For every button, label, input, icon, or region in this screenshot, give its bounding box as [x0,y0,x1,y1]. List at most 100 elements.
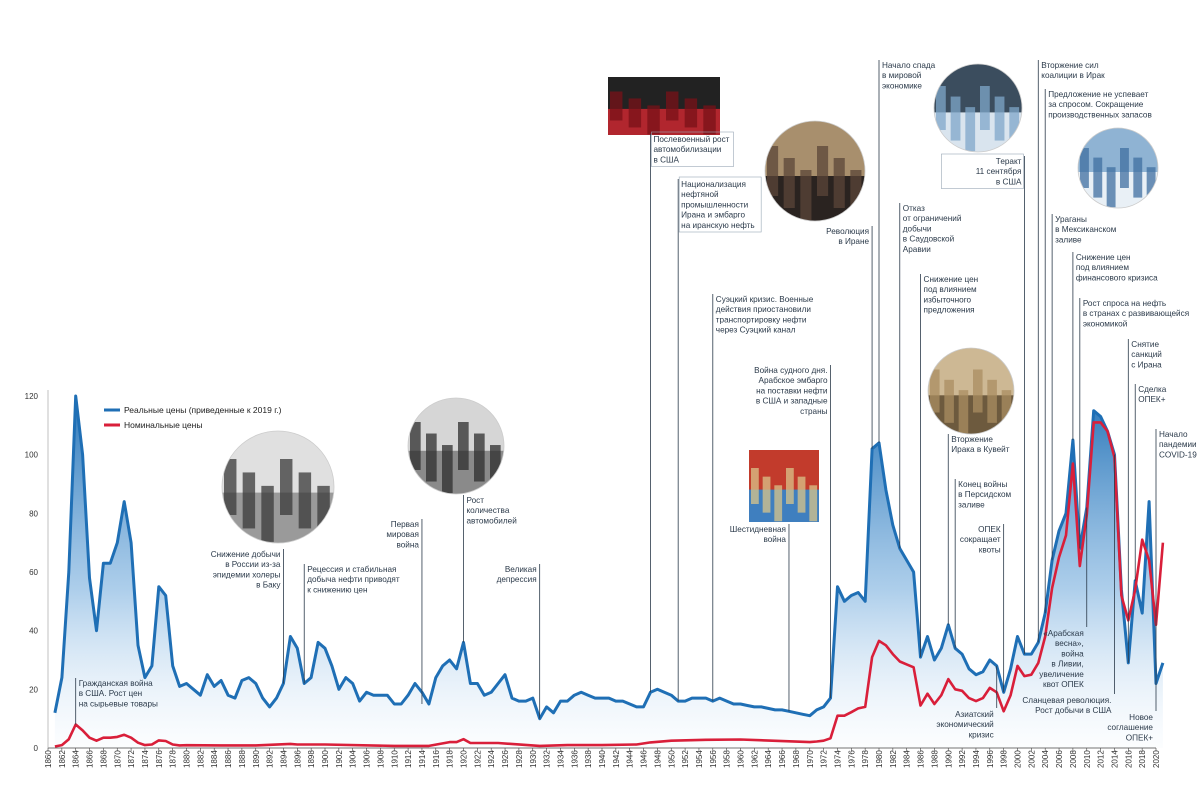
x-tick-label: 2010 [1083,750,1092,768]
annotation-text: Конец войны [958,480,1007,489]
photos-layer [221,63,1159,544]
annotation-text: Арабское эмбарго [759,376,828,385]
annotation-text: действия приостановили [716,305,811,314]
x-tick-label: 1994 [972,750,981,768]
annotation-text: Аравии [903,245,931,254]
hurricane-satellite-photo [1077,127,1159,209]
annotation-text: «Арабская [1043,629,1084,638]
gulf-war-tank-photo [927,347,1015,435]
annotation-text: 11 сентября [976,167,1022,176]
x-tick-label: 1968 [792,750,801,768]
x-tick-label: 1892 [266,750,275,768]
x-tick-label: 2004 [1041,750,1050,768]
x-tick-label: 1870 [113,750,122,768]
annotation-box [941,153,1024,189]
annotation-text: добыча нефти приводят [307,575,400,584]
x-tick-label: 1886 [224,750,233,768]
x-tick-label: 1926 [501,750,510,768]
real-price-line [53,394,1165,721]
annotation-text: в США. Рост цен [79,689,143,698]
annotation-text: Новое [1129,713,1153,722]
x-tick-label: 1884 [210,750,219,768]
annotation-text: Ирака в Кувейт [951,445,1009,454]
annotation-text: в Иране [838,237,869,246]
x-tick-label: 1952 [681,750,690,768]
x-tick-label: 1936 [570,750,579,768]
annotation-text: на поставки нефти [756,386,827,395]
annotation-text: война [764,535,787,544]
annotation-text: автомобилизации [653,145,721,154]
x-tick-label: 1940 [598,750,607,768]
x-tick-label: 1966 [778,750,787,768]
annotation-text: квот ОПЕК [1043,680,1084,689]
annotation-text: Вторжение сил [1041,61,1099,70]
annotation-text: производственных запасов [1048,110,1152,119]
annotation-text: Начало спада [882,61,936,70]
annotation-text: Ирана и эмбарго [681,211,745,220]
annotation-text: санкций [1131,350,1162,359]
x-tick-label: 1924 [487,750,496,768]
x-tick-label: 2012 [1097,750,1106,768]
annotation-text: Теракт [996,157,1022,166]
x-tick-label: 1974 [833,750,842,768]
x-tick-label: 1900 [321,750,330,768]
x-tick-label: 1992 [958,750,967,768]
annotation-text: Рецессия и стабильная [307,565,396,574]
annotation-text: Начало [1159,430,1188,439]
annotation-text: Первая [391,520,419,529]
x-tick-label: 1978 [861,750,870,768]
annotation-text: Суэцкий кризис. Военные [716,295,814,304]
annotation-box [651,131,734,167]
x-tick-label: 1868 [99,750,108,768]
annotation-text: на сырьевые товары [79,699,158,708]
x-tick-label: 1860 [44,750,53,768]
nominal-price-line [54,421,1165,748]
annotation-text: Рост [467,496,485,505]
annotation-text: квоты [979,545,1001,554]
annotation-text: заливе [1055,235,1082,244]
y-tick-label: 0 [34,744,39,753]
y-tick-label: 20 [29,685,38,694]
x-tick-label: 1896 [293,750,302,768]
annotation-text: увеличение [1039,670,1084,679]
annotation-text: через Суэцкий канал [716,326,796,335]
vintage-car-photo [608,77,720,135]
annotation-text: Отказ [903,204,925,213]
x-tick-label: 1906 [363,750,372,768]
x-tick-label: 1932 [543,750,552,768]
annotation-text: от ограничений [903,214,962,223]
y-tick-label: 60 [29,568,38,577]
x-tick-label: 1980 [875,750,884,768]
annotation-text: ОПЕК+ [1138,395,1165,404]
x-tick-label: 1914 [418,750,427,768]
annotation-text: война [396,540,419,549]
annotation-text: в Ливии, [1051,660,1083,669]
x-tick-label: 2014 [1110,750,1119,768]
x-tick-label: 1890 [252,750,261,768]
annotation-text: Послевоенный рост [653,135,729,144]
x-tick-label: 1912 [404,750,413,768]
x-tick-label: 1866 [86,750,95,768]
x-tick-label: 1964 [764,750,773,768]
x-tick-label: 1928 [515,750,524,768]
x-tick-label: 1930 [529,750,538,768]
annotation-text: в Баку [256,581,281,590]
iran-revolution-crowd-photo [764,120,866,222]
